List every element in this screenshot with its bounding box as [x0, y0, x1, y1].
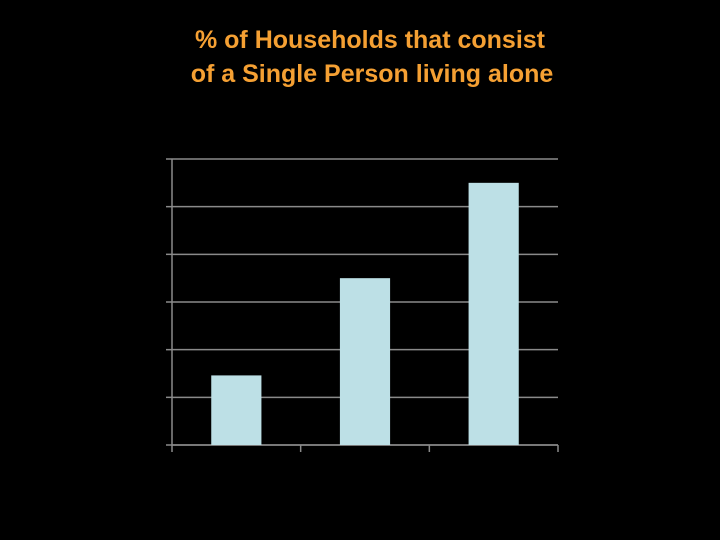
bar — [211, 375, 262, 445]
bar — [468, 182, 519, 446]
chart-title: of a Single Person living alone — [191, 60, 554, 88]
bar — [339, 278, 391, 445]
chart-title: % of Households that consist — [195, 26, 546, 54]
